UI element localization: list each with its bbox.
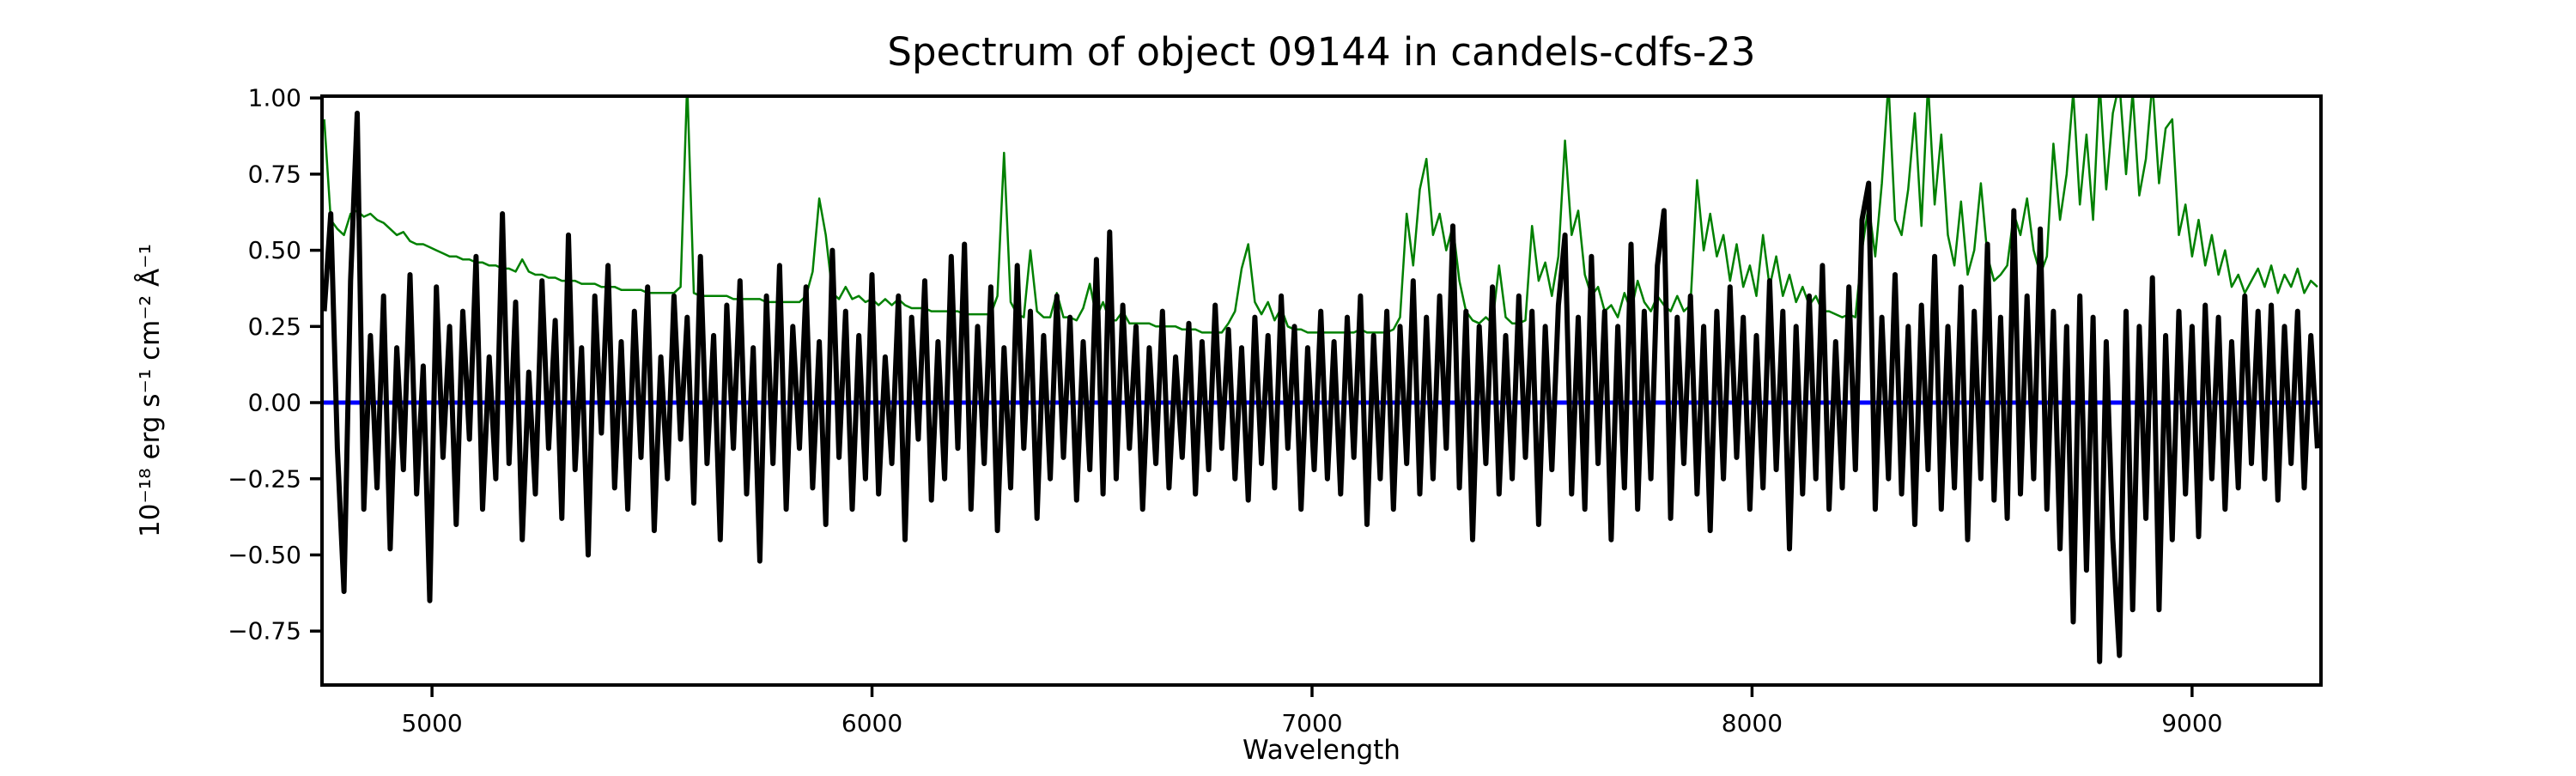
y-tick-label: −0.50 [228, 541, 301, 569]
x-tick-label: 9000 [2161, 709, 2222, 737]
x-axis-label: Wavelength [1242, 735, 1400, 766]
y-tick-label: 1.00 [248, 84, 301, 112]
axes-layer: 5000 6000 7000 8000 9000 1.00 0.75 0.50 0.25 0.00… [228, 84, 2222, 737]
chart-title: Spectrum of object 09144 in candels-cdfs… [887, 29, 1755, 75]
y-tick-label: 0.75 [248, 160, 301, 188]
y-tick-label: 0.00 [248, 389, 301, 417]
series-layer [322, 96, 2321, 664]
x-tick-label: 8000 [1722, 709, 1783, 737]
y-tick-label: −0.75 [228, 617, 301, 646]
series-object_flux_spectrum [322, 110, 2320, 664]
x-tick-label: 7000 [1281, 709, 1342, 737]
y-tick-label: 0.25 [248, 312, 301, 341]
y-tick-label: −0.25 [228, 464, 301, 493]
x-tick-label: 5000 [401, 709, 462, 737]
plot-area-border [320, 94, 2323, 687]
series-smooth_sky_noise_spectrum [323, 96, 2318, 334]
x-tick-label: 6000 [841, 709, 902, 737]
y-tick-label: 0.50 [248, 236, 301, 264]
y-axis-label: 10⁻¹⁸ erg s⁻¹ cm⁻² Å⁻¹ [135, 244, 166, 537]
